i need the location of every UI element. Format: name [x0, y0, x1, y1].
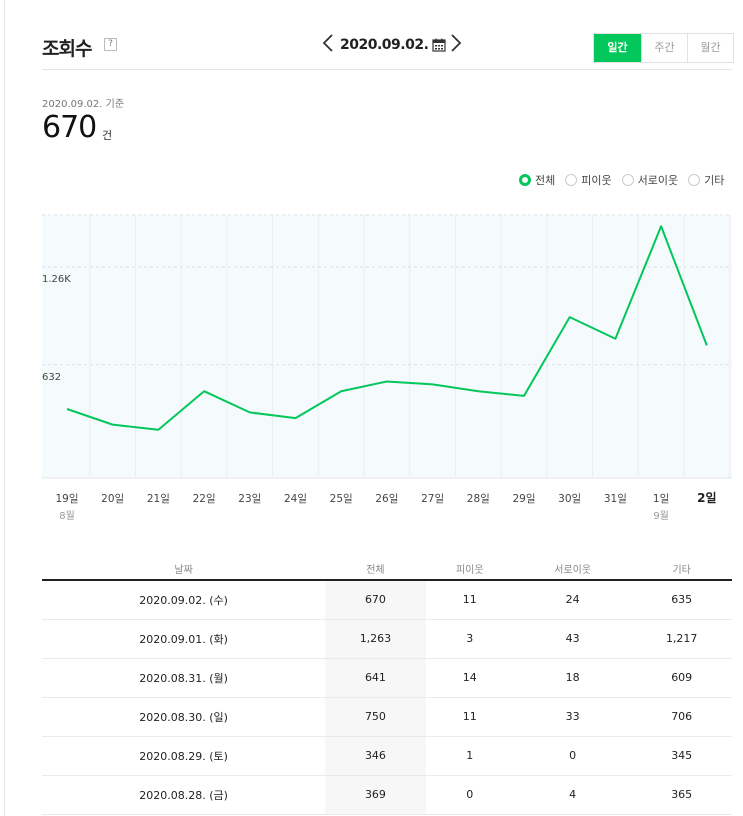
- legend-label: 전체: [535, 174, 556, 187]
- table-row: 2020.08.31. (월) 641 14 18 609: [42, 658, 732, 698]
- cell-mutual: 24: [513, 580, 632, 620]
- views-line-chart: 632 1.26K 19일 20일 21일 22일 23일 24일 25일 26일 27일 28일 29…: [42, 214, 732, 522]
- col-mutual-header: 서로이웃: [513, 558, 632, 581]
- cell-other: 609: [631, 658, 732, 698]
- period-monthly-tab[interactable]: 월간: [687, 34, 733, 62]
- x-tick-label: 24일: [284, 492, 307, 505]
- cell-neighbor: 11: [425, 580, 514, 620]
- cell-neighbor: 1: [425, 736, 514, 776]
- cell-neighbor: 11: [425, 697, 514, 737]
- month-label: 8월: [59, 510, 75, 522]
- views-table: 날짜 전체 피이웃 서로이웃 기타 2020.09.02. (수) 670 11 24…: [42, 558, 732, 815]
- x-tick-label: 30일: [558, 492, 581, 505]
- cell-other: 1,217: [631, 619, 732, 659]
- cell-other: 706: [631, 697, 732, 737]
- legend: 전체 피이웃 서로이웃 기타: [519, 172, 724, 188]
- legend-neighbors[interactable]: 피이웃: [565, 172, 612, 188]
- month-label: 9월: [653, 510, 669, 522]
- x-tick-label: 28일: [467, 492, 490, 505]
- radio-icon[interactable]: [565, 174, 578, 186]
- radio-selected-icon[interactable]: [519, 174, 531, 186]
- table-row: 2020.08.28. (금) 369 0 4 365: [42, 775, 732, 815]
- view-count: 670: [42, 110, 97, 145]
- cell-date: 2020.09.02. (수): [42, 580, 326, 620]
- cell-neighbor: 14: [425, 658, 514, 698]
- cell-mutual: 33: [513, 697, 632, 737]
- cell-other: 345: [631, 736, 732, 776]
- col-total-header: 전체: [325, 558, 426, 581]
- legend-label: 피이웃: [581, 174, 612, 187]
- radio-icon[interactable]: [688, 174, 701, 186]
- left-border: [4, 0, 5, 816]
- x-tick-label: 25일: [330, 492, 353, 505]
- y-tick-label: 1.26K: [42, 274, 71, 285]
- table-row: 2020.08.29. (토) 346 1 0 345: [42, 736, 732, 776]
- legend-label: 서로이웃: [637, 174, 679, 187]
- table-row: 2020.09.02. (수) 670 11 24 635: [42, 580, 732, 620]
- chevron-right-icon: [451, 33, 462, 52]
- cell-total: 750: [325, 697, 426, 737]
- cell-mutual: 43: [513, 619, 632, 659]
- legend-all[interactable]: 전체: [519, 172, 555, 188]
- basis-date: 2020.09.02. 기준: [42, 99, 125, 110]
- col-date-header: 날짜: [42, 558, 326, 581]
- cell-neighbor: 0: [425, 775, 514, 815]
- col-neighbor-header: 피이웃: [425, 558, 514, 581]
- cell-date: 2020.08.28. (금): [42, 775, 326, 815]
- legend-label: 기타: [704, 174, 725, 187]
- cell-other: 635: [631, 580, 732, 620]
- cell-total: 1,263: [325, 619, 426, 659]
- cell-total: 641: [325, 658, 426, 698]
- legend-mutual-neighbors[interactable]: 서로이웃: [621, 172, 679, 188]
- col-other-header: 기타: [631, 558, 732, 581]
- date-navigator: 2020.09.02.: [322, 33, 462, 57]
- page-title: 조회수: [42, 38, 92, 60]
- legend-other[interactable]: 기타: [688, 172, 724, 188]
- x-tick-label: 21일: [147, 492, 170, 505]
- series-line-total: [66, 225, 708, 431]
- cell-other: 365: [631, 775, 732, 815]
- x-tick-label: 31일: [604, 492, 627, 505]
- table-row: 2020.09.01. (화) 1,263 3 43 1,217: [42, 619, 732, 659]
- y-tick-label: 632: [42, 372, 61, 383]
- help-icon[interactable]: ?: [104, 38, 117, 51]
- current-date: 2020.09.02.: [340, 37, 429, 53]
- cell-total: 346: [325, 736, 426, 776]
- cell-date: 2020.08.29. (토): [42, 736, 326, 776]
- cell-date: 2020.09.01. (화): [42, 619, 326, 659]
- view-count-unit: 건: [102, 129, 113, 142]
- cell-mutual: 4: [513, 775, 632, 815]
- x-tick-label: 27일: [421, 492, 444, 505]
- radio-icon[interactable]: [621, 174, 634, 186]
- table-header-row: 날짜 전체 피이웃 서로이웃 기타: [42, 558, 732, 581]
- prev-date-button[interactable]: [322, 33, 334, 58]
- x-tick-label: 20일: [101, 492, 124, 505]
- header-divider: [42, 69, 732, 70]
- x-tick-label: 22일: [193, 492, 216, 505]
- cell-total: 369: [325, 775, 426, 815]
- chevron-left-icon: [322, 33, 333, 52]
- cell-total: 670: [325, 580, 426, 620]
- x-tick-label: 1일: [653, 492, 669, 505]
- plot-background: [42, 215, 732, 478]
- cell-neighbor: 3: [425, 619, 514, 659]
- x-tick-label: 26일: [375, 492, 398, 505]
- period-toggle: 일간 주간 월간: [593, 33, 734, 63]
- cell-date: 2020.08.30. (일): [42, 697, 326, 737]
- table-row: 2020.08.30. (일) 750 11 33 706: [42, 697, 732, 737]
- cell-mutual: 18: [513, 658, 632, 698]
- x-tick-label: 19일: [55, 492, 78, 505]
- calendar-button[interactable]: [432, 38, 446, 52]
- x-tick-label: 29일: [512, 492, 535, 505]
- x-tick-label: 2일: [697, 491, 716, 505]
- period-daily-tab[interactable]: 일간: [594, 34, 641, 62]
- calendar-icon: [432, 38, 446, 52]
- period-weekly-tab[interactable]: 주간: [641, 34, 687, 62]
- next-date-button[interactable]: [450, 33, 462, 58]
- x-tick-label: 23일: [238, 492, 261, 505]
- cell-date: 2020.08.31. (월): [42, 658, 326, 698]
- cell-mutual: 0: [513, 736, 632, 776]
